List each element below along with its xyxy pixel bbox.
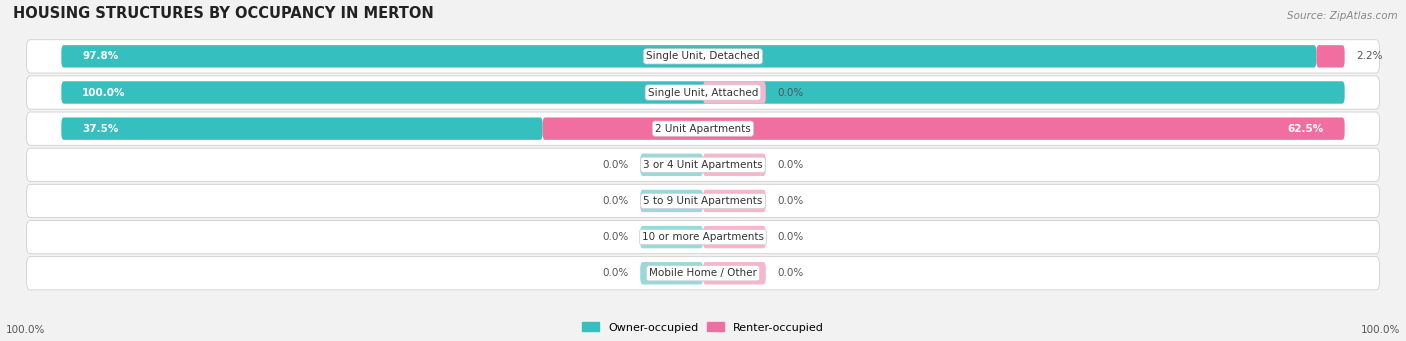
- FancyBboxPatch shape: [543, 117, 1344, 140]
- Text: 0.0%: 0.0%: [778, 88, 803, 98]
- Text: 97.8%: 97.8%: [83, 51, 118, 61]
- FancyBboxPatch shape: [703, 190, 766, 212]
- Text: Mobile Home / Other: Mobile Home / Other: [650, 268, 756, 278]
- Legend: Owner-occupied, Renter-occupied: Owner-occupied, Renter-occupied: [582, 322, 824, 332]
- FancyBboxPatch shape: [27, 76, 1379, 109]
- Text: Single Unit, Detached: Single Unit, Detached: [647, 51, 759, 61]
- Text: 5 to 9 Unit Apartments: 5 to 9 Unit Apartments: [644, 196, 762, 206]
- FancyBboxPatch shape: [62, 45, 1316, 68]
- FancyBboxPatch shape: [640, 262, 703, 284]
- Text: 0.0%: 0.0%: [603, 160, 628, 170]
- FancyBboxPatch shape: [27, 257, 1379, 290]
- Text: 2.2%: 2.2%: [1355, 51, 1382, 61]
- FancyBboxPatch shape: [27, 40, 1379, 73]
- FancyBboxPatch shape: [640, 190, 703, 212]
- FancyBboxPatch shape: [703, 153, 766, 176]
- FancyBboxPatch shape: [703, 226, 766, 248]
- Text: 0.0%: 0.0%: [603, 268, 628, 278]
- Text: 0.0%: 0.0%: [778, 160, 803, 170]
- Text: 3 or 4 Unit Apartments: 3 or 4 Unit Apartments: [643, 160, 763, 170]
- Text: 0.0%: 0.0%: [778, 232, 803, 242]
- Text: HOUSING STRUCTURES BY OCCUPANCY IN MERTON: HOUSING STRUCTURES BY OCCUPANCY IN MERTO…: [13, 6, 433, 21]
- FancyBboxPatch shape: [640, 226, 703, 248]
- Text: Source: ZipAtlas.com: Source: ZipAtlas.com: [1286, 11, 1398, 21]
- Text: 62.5%: 62.5%: [1288, 124, 1323, 134]
- Text: 37.5%: 37.5%: [83, 124, 118, 134]
- Text: 10 or more Apartments: 10 or more Apartments: [643, 232, 763, 242]
- Text: 100.0%: 100.0%: [1361, 325, 1400, 335]
- Text: 0.0%: 0.0%: [603, 232, 628, 242]
- FancyBboxPatch shape: [27, 184, 1379, 218]
- FancyBboxPatch shape: [703, 81, 766, 104]
- Text: 100.0%: 100.0%: [83, 88, 125, 98]
- Text: 0.0%: 0.0%: [603, 196, 628, 206]
- FancyBboxPatch shape: [62, 117, 543, 140]
- FancyBboxPatch shape: [27, 148, 1379, 181]
- FancyBboxPatch shape: [27, 221, 1379, 254]
- FancyBboxPatch shape: [62, 81, 1344, 104]
- FancyBboxPatch shape: [1316, 45, 1344, 68]
- Text: 0.0%: 0.0%: [778, 196, 803, 206]
- FancyBboxPatch shape: [640, 153, 703, 176]
- Text: 100.0%: 100.0%: [6, 325, 45, 335]
- Text: Single Unit, Attached: Single Unit, Attached: [648, 88, 758, 98]
- Text: 2 Unit Apartments: 2 Unit Apartments: [655, 124, 751, 134]
- FancyBboxPatch shape: [703, 262, 766, 284]
- Text: 0.0%: 0.0%: [778, 268, 803, 278]
- FancyBboxPatch shape: [27, 112, 1379, 145]
